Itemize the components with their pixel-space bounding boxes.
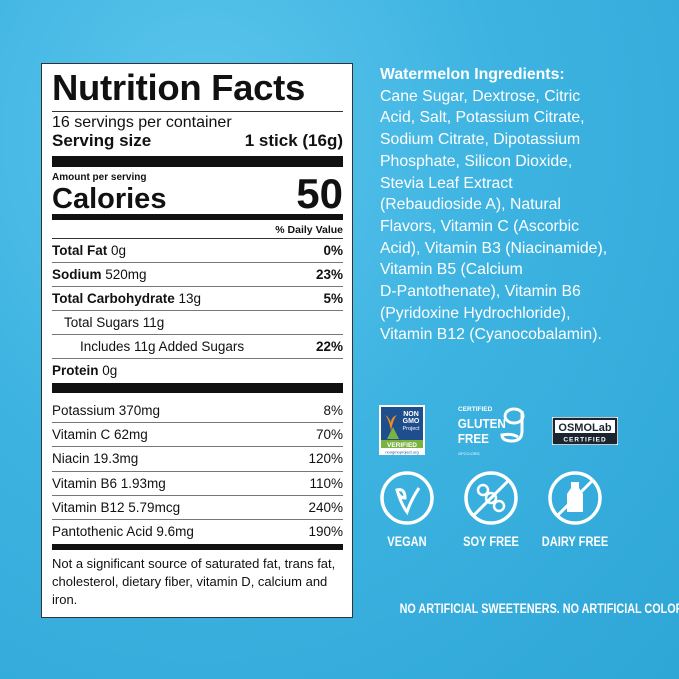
claim-label: VEGAN	[387, 534, 427, 549]
svg-text:GMO: GMO	[403, 418, 420, 425]
svg-text:FREE: FREE	[458, 431, 489, 446]
svg-text:OSMOLab: OSMOLab	[558, 422, 611, 434]
ingredients-line: (Pyridoxine Hydrochloride),	[380, 304, 571, 322]
claim-dairy-free: DAIRY FREE	[542, 470, 608, 549]
ingredients-line: Phosphate, Silicon Dioxide,	[380, 152, 573, 170]
ingredients-line: Vitamin B5 (Calcium	[380, 261, 523, 279]
nutrition-facts-label: Nutrition Facts 16 servings per containe…	[41, 63, 353, 618]
vitamin-row: Potassium 370mg 8%	[52, 399, 343, 424]
nutrient-row: Total Fat 0g 0%	[52, 239, 343, 263]
svg-text:VERIFIED: VERIFIED	[387, 442, 417, 449]
ingredients-line: (Rebaudioside A), Natural	[380, 196, 561, 214]
nutrient-row: Total Carbohydrate 13g 5%	[52, 287, 343, 311]
no-soy-icon	[464, 471, 518, 525]
nutrient-row: Sodium 520mg 23%	[52, 263, 343, 287]
nutrient-row: Protein 0g	[52, 363, 118, 378]
footnote: Not a significant source of saturated fa…	[52, 556, 336, 608]
ingredients-heading: Watermelon Ingredients:	[380, 66, 565, 83]
calories-label: Calories	[52, 183, 167, 215]
ingredients-line: Stevia Leaf Extract	[380, 174, 513, 192]
claim-label: DAIRY FREE	[541, 534, 609, 549]
certification-badges: NON GMO Project VERIFIED nongmoproject.o…	[378, 403, 648, 463]
no-artificial-tagline: NO ARTIFICIAL SWEETENERS. NO ARTIFICIAL …	[399, 601, 679, 616]
divider-medium	[52, 214, 343, 220]
osmolab-badge-icon: OSMOLab CERTIFIED	[552, 417, 618, 445]
serving-size: Serving size 1 stick (16g)	[52, 132, 343, 150]
ingredients-line: Flavors, Vitamin C (Ascorbic	[380, 217, 579, 235]
daily-value-header: % Daily Value	[52, 222, 343, 239]
ingredients-line: Acid, Salt, Potassium Citrate,	[380, 109, 585, 127]
divider	[52, 111, 343, 112]
claim-soy-free: SOY FREE	[463, 470, 519, 549]
amount-per-serving: Amount per serving	[52, 172, 147, 183]
calories-row: Calories 50	[52, 173, 343, 215]
vitamin-row: Vitamin B6 1.93mg 110%	[52, 472, 343, 496]
claim-label: SOY FREE	[463, 534, 519, 549]
svg-text:CERTIFIED: CERTIFIED	[458, 406, 493, 413]
ingredients-line: Acid), Vitamin B3 (Niacinamide),	[380, 239, 608, 257]
ingredients-line: Cane Sugar, Dextrose, Citric	[380, 87, 581, 105]
vitamin-row: Vitamin B12 5.79mcg 240%	[52, 496, 343, 520]
ingredients-line: Vitamin B12 (Cyanocobalamin).	[380, 326, 602, 344]
divider-thick	[52, 156, 343, 167]
divider-medium	[52, 544, 343, 551]
calories-value: 50	[296, 170, 343, 217]
no-milk-icon	[548, 471, 602, 525]
svg-text:GFCO.ORG: GFCO.ORG	[458, 451, 480, 456]
vitamin-row: Niacin 19.3mg 120%	[52, 447, 343, 472]
nutrient-row: Includes 11g Added Sugars 22%	[52, 335, 343, 359]
ingredients: Watermelon Ingredients: Cane Sugar, Dext…	[380, 64, 670, 346]
serving-size-label: Serving size	[52, 131, 152, 150]
svg-text:nongmoproject.org: nongmoproject.org	[385, 450, 418, 455]
claim-vegan: VEGAN	[379, 470, 435, 549]
gluten-free-badge-icon: CERTIFIED GLUTEN FREE GFCO.ORG	[458, 406, 525, 456]
servings-per-container: 16 servings per container	[52, 114, 232, 131]
non-gmo-badge-icon: NON GMO Project VERIFIED nongmoproject.o…	[379, 405, 425, 455]
vitamin-row: Vitamin C 62mg 70%	[52, 423, 343, 448]
leaf-icon	[380, 471, 434, 525]
svg-text:NON: NON	[403, 411, 419, 418]
svg-text:Project: Project	[402, 426, 420, 432]
svg-text:GLUTEN: GLUTEN	[458, 416, 506, 431]
nutrient-row: Total Sugars 11g	[52, 311, 343, 335]
divider-thick	[52, 383, 343, 393]
ingredients-list: Cane Sugar, Dextrose, Citric Acid, Salt, …	[380, 86, 670, 346]
svg-text:CERTIFIED: CERTIFIED	[563, 437, 606, 444]
serving-size-value: 1 stick (16g)	[244, 131, 343, 150]
ingredients-line: D-Pantothenate), Vitamin B6	[380, 283, 581, 301]
ingredients-line: Sodium Citrate, Dipotassium	[380, 131, 581, 149]
vitamin-row: Pantothenic Acid 9.6mg 190%	[52, 523, 343, 539]
label-title: Nutrition Facts	[52, 67, 306, 108]
